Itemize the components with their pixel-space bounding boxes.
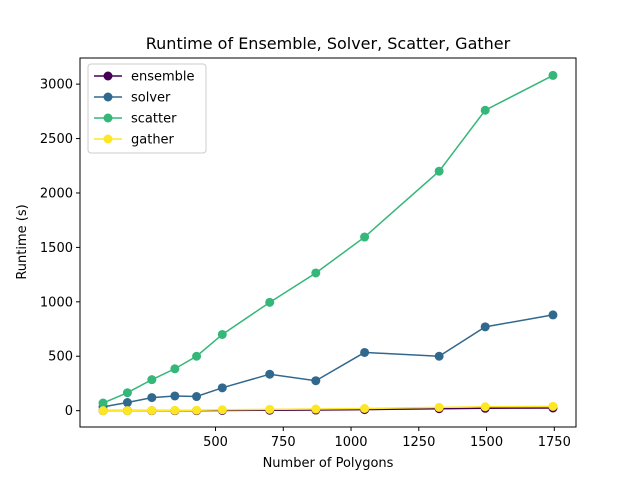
- legend-label: solver: [131, 91, 171, 106]
- chart-title: Runtime of Ensemble, Solver, Scatter, Ga…: [146, 34, 511, 53]
- legend-label: scatter: [131, 112, 177, 127]
- data-point-scatter: [311, 268, 321, 278]
- data-point-solver: [360, 347, 370, 357]
- data-point-scatter: [98, 398, 108, 408]
- data-point-scatter: [434, 166, 444, 176]
- data-point-solver: [434, 351, 444, 361]
- data-point-solver: [311, 376, 321, 386]
- y-tick-label: 0: [65, 404, 73, 419]
- legend-label: gather: [131, 133, 175, 148]
- data-point-solver: [192, 392, 202, 402]
- legend: ensemble solver scatter gather: [87, 63, 207, 154]
- y-tick-label: 2500: [40, 132, 73, 147]
- data-point-gather: [98, 406, 108, 416]
- data-point-gather: [311, 404, 321, 414]
- x-tick-label: 1500: [470, 435, 503, 450]
- x-tick-label: 500: [203, 435, 228, 450]
- y-axis-label: Runtime (s): [15, 204, 30, 279]
- data-point-gather: [265, 404, 275, 414]
- data-point-scatter: [147, 375, 157, 385]
- legend-item-gather: gather: [94, 133, 175, 148]
- series-line-scatter: [102, 74, 554, 404]
- legend-item-scatter: scatter: [94, 112, 177, 127]
- data-point-gather: [192, 405, 202, 415]
- data-point-gather: [147, 405, 157, 415]
- y-tick-label: 500: [48, 350, 73, 365]
- data-point-solver: [122, 398, 132, 408]
- y-tick-label: 3000: [40, 78, 73, 93]
- data-point-gather: [122, 406, 132, 416]
- x-tick-label: 750: [271, 435, 296, 450]
- x-tick-label: 1250: [402, 435, 435, 450]
- data-point-solver: [170, 391, 180, 401]
- y-tick-label: 1500: [40, 241, 73, 256]
- data-point-scatter: [548, 70, 558, 80]
- data-point-scatter: [360, 232, 370, 242]
- data-point-gather: [434, 402, 444, 412]
- series-scatter: [98, 70, 558, 408]
- legend-swatch-marker: [103, 113, 113, 123]
- data-point-scatter: [122, 388, 132, 398]
- x-axis-label: Number of Polygons: [263, 456, 394, 471]
- plot-frame: [79, 57, 577, 428]
- data-point-solver: [548, 310, 558, 320]
- data-point-gather: [548, 401, 558, 411]
- data-point-gather: [360, 403, 370, 413]
- y-tick-label: 2000: [40, 186, 73, 201]
- data-point-gather: [480, 402, 490, 412]
- legend-item-ensemble: ensemble: [94, 70, 195, 85]
- data-point-scatter: [192, 351, 202, 361]
- axis-ticks: 500 750 1000 1250 1500 1750 0 500 1000 1500 2000 25…: [40, 78, 571, 450]
- legend-swatch-marker: [103, 71, 113, 81]
- legend-label: ensemble: [131, 70, 195, 85]
- x-tick-label: 1000: [334, 435, 367, 450]
- data-point-scatter: [265, 297, 275, 307]
- data-point-scatter: [480, 105, 490, 115]
- data-point-gather: [170, 405, 180, 415]
- y-tick-label: 1000: [40, 295, 73, 310]
- data-point-gather: [217, 405, 227, 415]
- legend-swatch-marker: [103, 92, 113, 102]
- series-gather: [98, 401, 558, 416]
- x-tick-label: 1750: [538, 435, 571, 450]
- data-point-solver: [217, 383, 227, 393]
- data-point-solver: [147, 393, 157, 403]
- series-layer: [98, 70, 558, 416]
- data-point-scatter: [170, 364, 180, 374]
- legend-swatch-marker: [103, 134, 113, 144]
- data-point-solver: [480, 322, 490, 332]
- legend-item-solver: solver: [94, 91, 171, 106]
- data-point-solver: [265, 369, 275, 379]
- data-point-scatter: [217, 329, 227, 339]
- legend-box: [87, 63, 207, 154]
